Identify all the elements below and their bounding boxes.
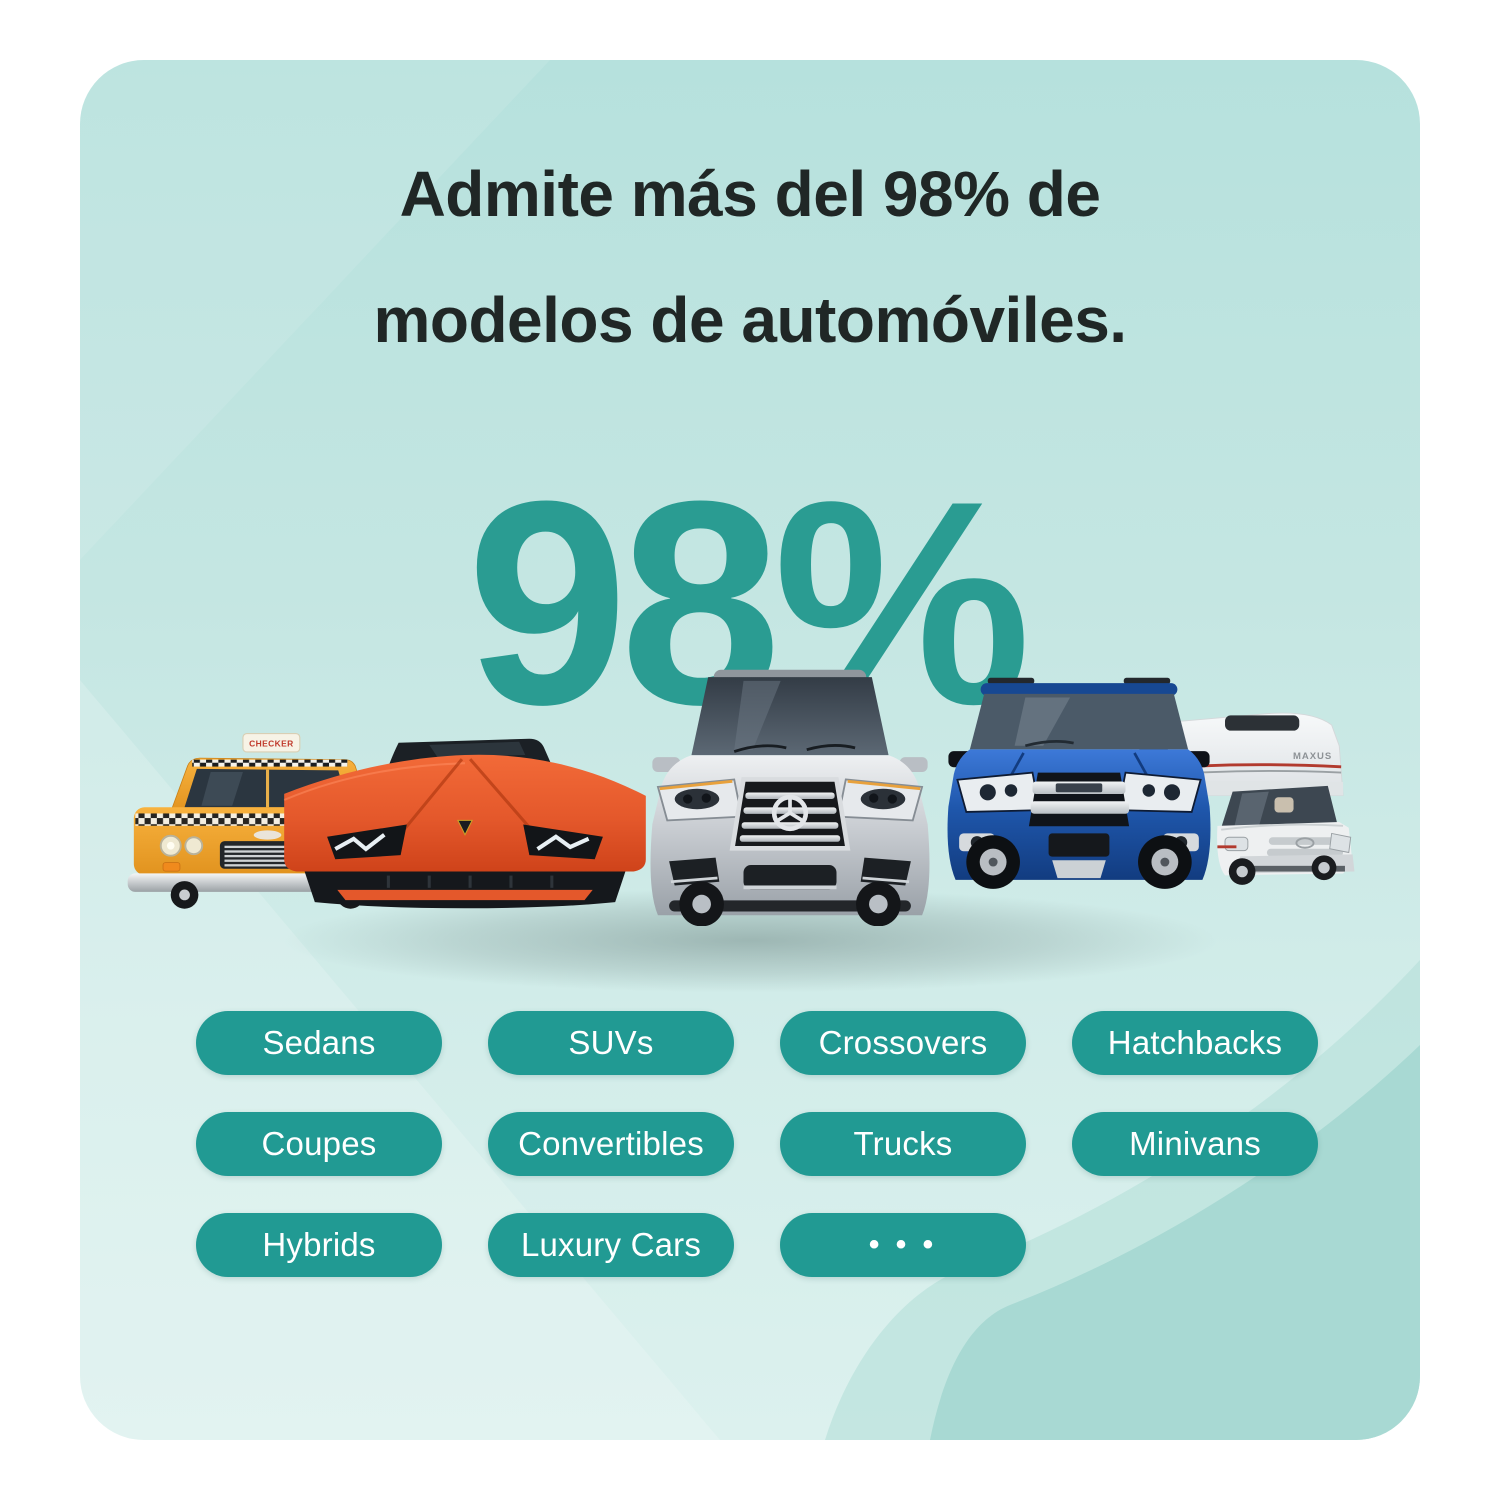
pill-hatchbacks: Hatchbacks (1072, 1011, 1318, 1075)
pill-row-2: Coupes Convertibles Trucks Minivans (196, 1112, 1326, 1176)
promo-card: Admite más del 98% de modelos de automóv… (80, 60, 1420, 1440)
pickup-truck-image (918, 676, 1240, 891)
pill-luxury-cars: Luxury Cars (488, 1213, 734, 1277)
sports-car-image (276, 706, 654, 910)
pill-row-3: Hybrids Luxury Cars • • • (196, 1213, 1326, 1277)
pill-row-1: Sedans SUVs Crossovers Hatchbacks (196, 1011, 1326, 1075)
pill-trucks: Trucks (780, 1112, 1026, 1176)
pill-convertibles: Convertibles (488, 1112, 734, 1176)
pill-sedans: Sedans (196, 1011, 442, 1075)
luxury-car-image (604, 666, 976, 927)
pill-more: • • • (780, 1213, 1026, 1277)
headline-line-1: Admite más del 98% de (399, 158, 1101, 230)
category-pill-grid: Sedans SUVs Crossovers Hatchbacks Coupes… (196, 1011, 1326, 1314)
taxi-roof-sign-label: CHECKER (249, 739, 293, 749)
headline: Admite más del 98% de modelos de automóv… (80, 162, 1420, 352)
pill-suvs: SUVs (488, 1011, 734, 1075)
pill-minivans: Minivans (1072, 1112, 1318, 1176)
pill-crossovers: Crossovers (780, 1011, 1026, 1075)
headline-line-2: modelos de automóviles. (373, 284, 1127, 356)
pill-coupes: Coupes (196, 1112, 442, 1176)
motorhome-brand-label: MAXUS (1293, 751, 1332, 762)
pill-hybrids: Hybrids (196, 1213, 442, 1277)
